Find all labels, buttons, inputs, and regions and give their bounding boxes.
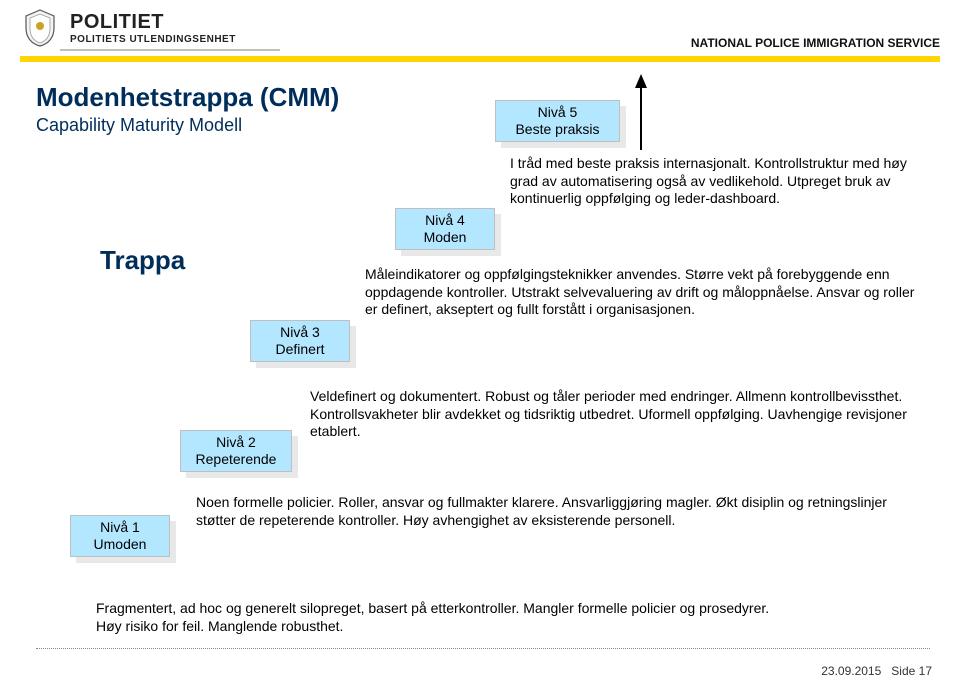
stage-name-label: Moden <box>396 229 494 246</box>
footer-date: 23.09.2015 <box>821 664 881 678</box>
title-block: Modenhetstrappa (CMM) Capability Maturit… <box>36 82 339 136</box>
stage-level-4: Nivå 4 Moden <box>395 208 495 250</box>
crest-icon <box>20 8 60 48</box>
desc-level-5: I tråd med beste praksis internasjonalt.… <box>510 155 930 208</box>
stage-level-label: Nivå 2 <box>181 434 291 451</box>
stage-name-label: Umoden <box>71 536 169 553</box>
stage-name-label: Repeterende <box>181 451 291 468</box>
arrow-shaft <box>640 86 642 150</box>
footer-meta: 23.09.2015 Side 17 <box>821 664 932 678</box>
brand-text: POLITIET POLITIETS UTLENDINGSENHET <box>70 11 236 45</box>
page-subtitle: Capability Maturity Modell <box>36 115 339 136</box>
brand-sub: POLITIETS UTLENDINGSENHET <box>70 34 236 45</box>
stage-name-label: Definert <box>251 341 349 358</box>
stage-level-label: Nivå 4 <box>396 212 494 229</box>
stage-level-3: Nivå 3 Definert <box>250 320 350 362</box>
brand-logo: POLITIET POLITIETS UTLENDINGSENHET <box>20 8 236 48</box>
footer-divider <box>36 648 930 649</box>
service-name: NATIONAL POLICE IMMIGRATION SERVICE <box>691 36 940 50</box>
desc-level-4: Måleindikatorer og oppfølgingsteknikker … <box>365 266 925 319</box>
desc-level-1: Fragmentert, ad hoc og generelt silopreg… <box>96 600 796 635</box>
page-title: Modenhetstrappa (CMM) <box>36 82 339 113</box>
brand-main: POLITIET <box>70 11 236 34</box>
stage-level-label: Nivå 3 <box>251 324 349 341</box>
brand-divider <box>60 49 280 51</box>
arrow-head-icon <box>635 74 647 88</box>
desc-level-3: Veldefinert og dokumentert. Robust og tå… <box>310 388 925 441</box>
stage-level-label: Nivå 1 <box>71 519 169 536</box>
accent-stripe <box>20 56 940 62</box>
stage-level-label: Nivå 5 <box>496 104 619 121</box>
stage-level-5: Nivå 5 Beste praksis <box>495 100 620 142</box>
side-label: Trappa <box>100 245 185 276</box>
header-bar: POLITIET POLITIETS UTLENDINGSENHET NATIO… <box>0 0 960 56</box>
stage-name-label: Beste praksis <box>496 121 619 138</box>
desc-level-2: Noen formelle policier. Roller, ansvar o… <box>196 494 926 529</box>
stage-level-2: Nivå 2 Repeterende <box>180 430 292 472</box>
stage-level-1: Nivå 1 Umoden <box>70 515 170 557</box>
footer-page: Side 17 <box>891 664 932 678</box>
